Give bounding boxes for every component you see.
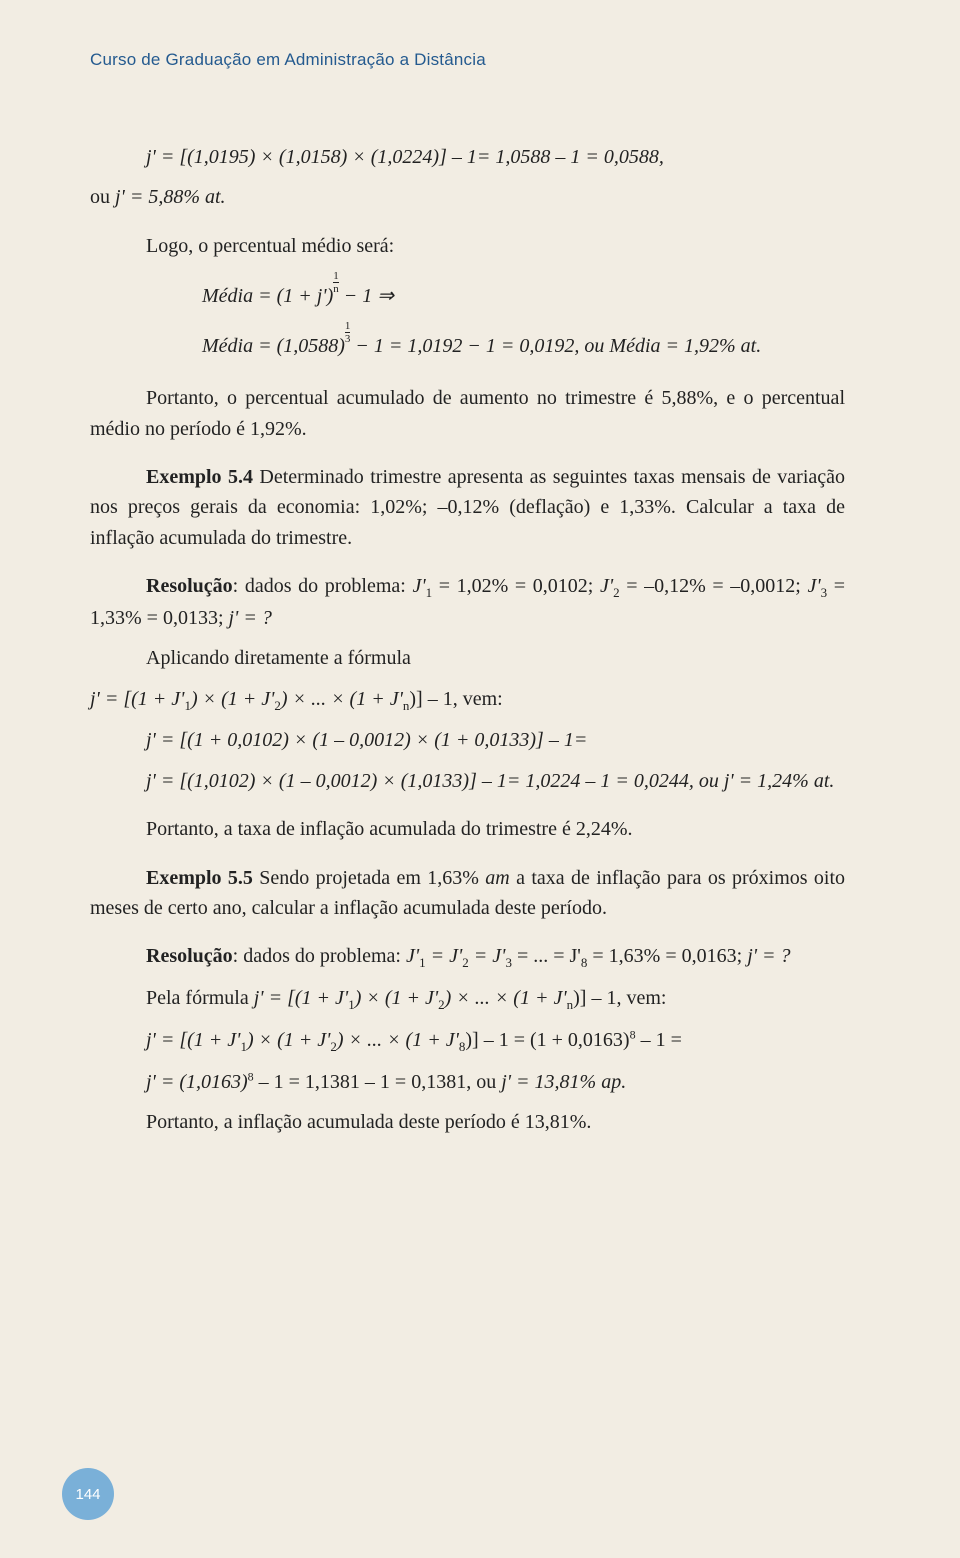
page-number: 144 xyxy=(75,1486,100,1503)
formula-text: j' = 1,24% at. xyxy=(724,770,835,792)
resolution-label: Resolução xyxy=(146,945,233,967)
step-2: j' = [(1,0102) × (1 – 0,0012) × (1,0133)… xyxy=(90,766,845,796)
prefix: Pela fórmula xyxy=(146,987,254,1009)
media-formula-1: Média = (1 + j')1n − 1 ⇒ xyxy=(202,271,845,315)
resolution-5-5: Resolução: dados do problema: J'1 = J'2 … xyxy=(90,941,845,973)
eq: = J' xyxy=(426,945,463,967)
step-1: j' = [(1 + 0,0102) × (1 – 0,0012) × (1 +… xyxy=(90,725,845,755)
general-formula: j' = [(1 + J'1) × (1 + J'2) × ... × (1 +… xyxy=(90,684,845,716)
tail: − 1 ⇒ xyxy=(339,285,394,307)
formula-part: – 1 = 1,1381 – 1 = 0,1381, ou xyxy=(254,1071,502,1093)
eq: = J' xyxy=(469,945,506,967)
course-header: Curso de Graduação em Administração a Di… xyxy=(90,50,845,70)
formula-part: )] – 1, vem: xyxy=(409,688,502,710)
prefix: ou xyxy=(90,186,115,208)
resolution-5-4: Resolução: dados do problema: J'1 = 1,02… xyxy=(90,571,845,633)
numerator: 1 xyxy=(345,321,351,332)
formula-part: j' = [(1 + J' xyxy=(146,1029,240,1051)
formula-line-2: ou j' = 5,88% at. xyxy=(90,182,845,212)
example-text: Sendo projetada em 1,63% xyxy=(253,867,485,889)
lhs: Média = xyxy=(202,285,272,307)
intro-text: Logo, o percentual médio será: xyxy=(90,231,845,261)
apply-formula-text: Aplicando diretamente a fórmula xyxy=(90,643,845,673)
formula-part: – 1 = xyxy=(636,1029,682,1051)
formula-part: ) × (1 + J' xyxy=(355,987,438,1009)
val: = –0,12% = –0,0012; xyxy=(620,575,808,597)
body-content: j' = [(1,0195) × (1,0158) × (1,0224)] – … xyxy=(90,142,845,1137)
formula-part: ) × (1 + J' xyxy=(247,1029,330,1051)
am: am xyxy=(485,867,509,889)
formula-text: j' = [(1 + 0,0102) × (1 – 0,0012) × (1 +… xyxy=(146,729,587,751)
formula-text: j' = [(1,0195) × (1,0158) × (1,0224)] – … xyxy=(146,146,664,168)
step-1-ex55: j' = [(1 + J'1) × (1 + J'2) × ... × (1 +… xyxy=(90,1025,845,1057)
document-page: Curso de Graduação em Administração a Di… xyxy=(0,0,960,1558)
rhs: (1 + j') xyxy=(277,285,334,307)
formula-part: j' = [(1 + J' xyxy=(90,688,184,710)
formula-text: j' = [(1,0102) × (1 – 0,0012) × (1,0133)… xyxy=(146,770,724,792)
formula-part: ) × (1 + J' xyxy=(191,688,274,710)
conclusion-1: Portanto, o percentual acumulado de aume… xyxy=(90,383,845,444)
formula-text: j' = 5,88% at. xyxy=(115,186,226,208)
numerator: 1 xyxy=(333,271,339,282)
val: = 1,63% = 0,0163; xyxy=(587,945,747,967)
lhs: Média = xyxy=(202,335,272,357)
formula-part: ) × ... × (1 + J' xyxy=(281,688,403,710)
formula-part: j' = 13,81% ap. xyxy=(501,1071,626,1093)
var: J' xyxy=(412,575,425,597)
var: J' xyxy=(807,575,820,597)
example-5-5: Exemplo 5.5 Sendo projetada em 1,63% am … xyxy=(90,863,845,924)
formula-part: )] – 1 = (1 + 0,0163) xyxy=(465,1029,629,1051)
conclusion-5-4: Portanto, a taxa de inflação acumulada d… xyxy=(90,814,845,844)
res-text: : dados do problema: xyxy=(233,945,406,967)
media-formula-2: Média = (1,0588)13 − 1 = 1,0192 − 1 = 0,… xyxy=(202,321,845,365)
val: = 1,02% = 0,0102; xyxy=(432,575,600,597)
var: J' xyxy=(600,575,613,597)
resolution-label: Resolução xyxy=(146,575,233,597)
var: J' xyxy=(406,945,419,967)
var: j' = ? xyxy=(229,607,272,629)
pela-formula: Pela fórmula j' = [(1 + J'1) × (1 + J'2)… xyxy=(90,983,845,1015)
formula-line-1: j' = [(1,0195) × (1,0158) × (1,0224)] – … xyxy=(90,142,845,172)
rhs: (1,0588) xyxy=(277,335,345,357)
dots: = ... = J' xyxy=(512,945,581,967)
formula-part: ) × ... × (1 + J' xyxy=(445,987,567,1009)
example-label: Exemplo 5.4 xyxy=(146,466,253,488)
res-text: : dados do problema: xyxy=(233,575,413,597)
tail: − 1 = 1,0192 − 1 = 0,0192, ou Média = 1,… xyxy=(350,335,761,357)
example-label: Exemplo 5.5 xyxy=(146,867,253,889)
page-number-badge: 144 xyxy=(62,1468,114,1520)
formula-part: j' = [(1 + J' xyxy=(254,987,348,1009)
formula-part: )] – 1, vem: xyxy=(573,987,666,1009)
var: j' = ? xyxy=(747,945,790,967)
formula-part: j' = (1,0163) xyxy=(146,1071,248,1093)
conclusion-5-5: Portanto, a inflação acumulada deste per… xyxy=(90,1107,845,1137)
example-5-4: Exemplo 5.4 Determinado trimestre aprese… xyxy=(90,462,845,553)
step-2-ex55: j' = (1,0163)8 – 1 = 1,1381 – 1 = 0,1381… xyxy=(90,1067,845,1097)
formula-part: ) × ... × (1 + J' xyxy=(337,1029,459,1051)
